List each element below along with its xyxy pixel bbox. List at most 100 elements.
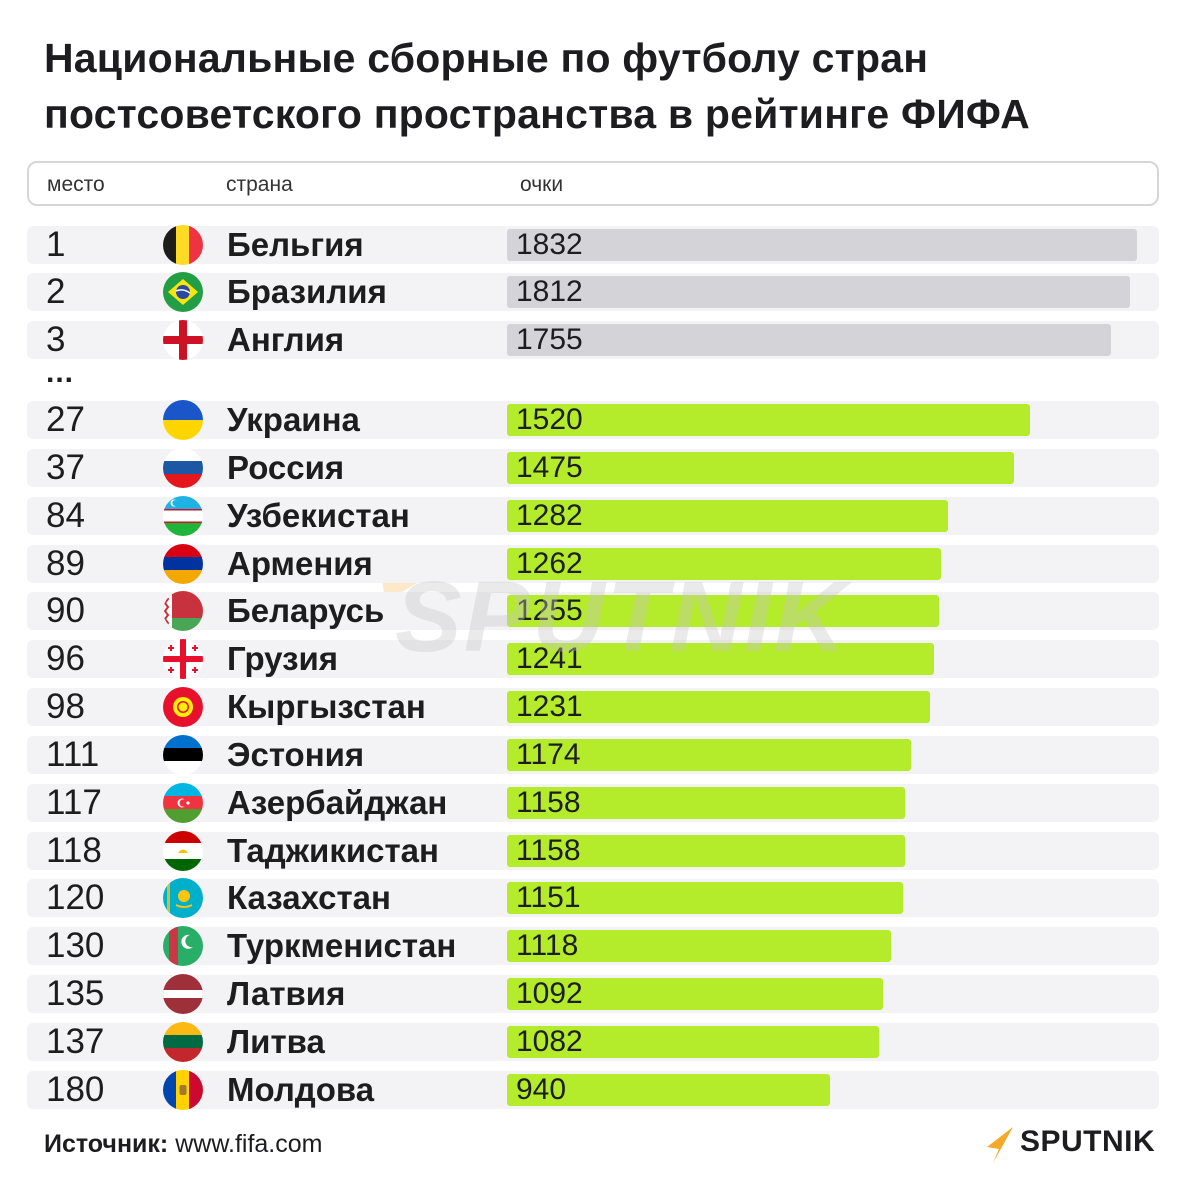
- points-bar: [507, 643, 934, 675]
- points-value: 1174: [516, 738, 581, 771]
- points-bar: [507, 229, 1137, 261]
- rank-value: 84: [46, 496, 85, 535]
- points-bar: [507, 739, 911, 771]
- rank-column-header: место: [47, 173, 105, 196]
- armenia-flag-icon: [163, 544, 203, 584]
- country-label: Азербайджан: [227, 784, 448, 821]
- table-row: 90 Беларусь 1255: [27, 591, 1159, 631]
- rank-value: 137: [46, 1022, 105, 1061]
- sputnik-logo-icon: [987, 1127, 1013, 1163]
- kyrgyzstan-flag-icon: [163, 687, 203, 727]
- rank-value: 120: [46, 878, 105, 917]
- country-label: Грузия: [227, 640, 339, 677]
- country-label: Латвия: [227, 975, 346, 1012]
- points-bar: [507, 882, 903, 914]
- country-label: Эстония: [227, 736, 365, 773]
- table-row: 3 Англия 1755: [27, 320, 1159, 360]
- points-value: 1092: [516, 977, 583, 1010]
- table-header: место страна очки: [27, 161, 1159, 206]
- points-bar: [507, 595, 939, 627]
- table-row: 118 Таджикистан 1158: [27, 831, 1159, 871]
- brand-name: SPUTNIK: [1020, 1125, 1156, 1158]
- table-row: 98 Кыргызстан 1231: [27, 687, 1159, 727]
- chart-title: Национальные сборные по футболу стран по…: [44, 35, 1030, 137]
- country-label: Таджикистан: [227, 832, 439, 869]
- kazakhstan-flag-icon: [163, 878, 203, 918]
- rank-value: 118: [46, 831, 102, 870]
- rank-value: 27: [46, 400, 85, 439]
- points-value: 1812: [516, 275, 583, 308]
- points-bar: [507, 835, 905, 867]
- points-bar: [507, 1026, 879, 1058]
- country-label: Беларусь: [227, 592, 385, 629]
- points-value: 1475: [516, 451, 583, 484]
- rank-value: 117: [46, 783, 102, 822]
- table-row: 37 Россия 1475: [27, 448, 1159, 488]
- points-value: 1241: [516, 642, 583, 675]
- table-row: 111 Эстония 1174: [27, 735, 1159, 775]
- russia-flag-icon: [163, 448, 203, 488]
- country-label: Англия: [227, 321, 345, 358]
- country-label: Молдова: [227, 1071, 375, 1108]
- points-bar: [507, 787, 905, 819]
- georgia-flag-icon: [163, 639, 203, 679]
- rank-value: 2: [46, 272, 66, 311]
- points-value: 1262: [516, 547, 583, 580]
- country-label: Литва: [227, 1023, 325, 1060]
- england-flag-icon: [163, 320, 203, 360]
- points-value: 1118: [516, 929, 579, 962]
- rank-value: 1: [46, 225, 66, 264]
- table-row: 27 Украина 1520: [27, 400, 1159, 440]
- rank-value: 89: [46, 544, 85, 583]
- points-value: 1520: [516, 403, 583, 436]
- source-note: Источник: www.fifa.com: [44, 1130, 322, 1159]
- table-row: 84 Узбекистан 1282: [27, 496, 1159, 536]
- points-value: 1158: [516, 834, 581, 867]
- country-label: Казахстан: [227, 879, 391, 916]
- points-value: 1158: [516, 786, 581, 819]
- country-label: Бразилия: [227, 273, 387, 310]
- table-row: 89 Армения 1262: [27, 544, 1159, 584]
- rank-gap-ellipsis: ...: [46, 356, 75, 389]
- latvia-flag-icon: [163, 974, 203, 1014]
- points-value: 1255: [516, 594, 583, 627]
- points-bar: [507, 1074, 830, 1106]
- table-row: 180 Молдова 940: [27, 1070, 1159, 1110]
- rank-value: 90: [46, 591, 85, 630]
- points-bar: [507, 691, 930, 723]
- source-value: www.fifa.com: [175, 1130, 323, 1158]
- rank-value: 3: [46, 320, 66, 359]
- points-value: 1755: [516, 323, 583, 356]
- points-value: 1282: [516, 499, 583, 532]
- rank-value: 37: [46, 448, 85, 487]
- uzbekistan-flag-icon: [163, 496, 203, 536]
- points-value: 1151: [516, 881, 581, 914]
- points-value: 1832: [516, 228, 583, 261]
- country-label: Туркменистан: [227, 927, 457, 964]
- points-bar: [507, 276, 1130, 308]
- country-label: Армения: [227, 545, 373, 582]
- rank-value: 111: [46, 735, 100, 774]
- lithuania-flag-icon: [163, 1022, 203, 1062]
- country-label: Узбекистан: [227, 497, 410, 534]
- table-row: 117 Азербайджан 1158: [27, 783, 1159, 823]
- rank-value: 180: [46, 1070, 105, 1109]
- country-label: Россия: [227, 449, 345, 486]
- points-bar: [507, 404, 1030, 436]
- belarus-flag-icon: [163, 591, 203, 631]
- ukraine-flag-icon: [163, 400, 203, 440]
- table-row: 96 Грузия 1241: [27, 639, 1159, 679]
- azerbaijan-flag-icon: [163, 783, 203, 823]
- points-value: 940: [516, 1073, 567, 1106]
- table-row: 130 Туркменистан 1118: [27, 926, 1159, 966]
- points-bar: [507, 930, 891, 962]
- points-bar: [507, 978, 883, 1010]
- table-row: 135 Латвия 1092: [27, 974, 1159, 1014]
- moldova-flag-icon: [163, 1070, 203, 1110]
- rank-value: 130: [46, 926, 105, 965]
- estonia-flag-icon: [163, 735, 203, 775]
- brazil-flag-icon: [163, 272, 203, 312]
- tajikistan-flag-icon: [163, 831, 203, 871]
- rank-value: 98: [46, 687, 85, 726]
